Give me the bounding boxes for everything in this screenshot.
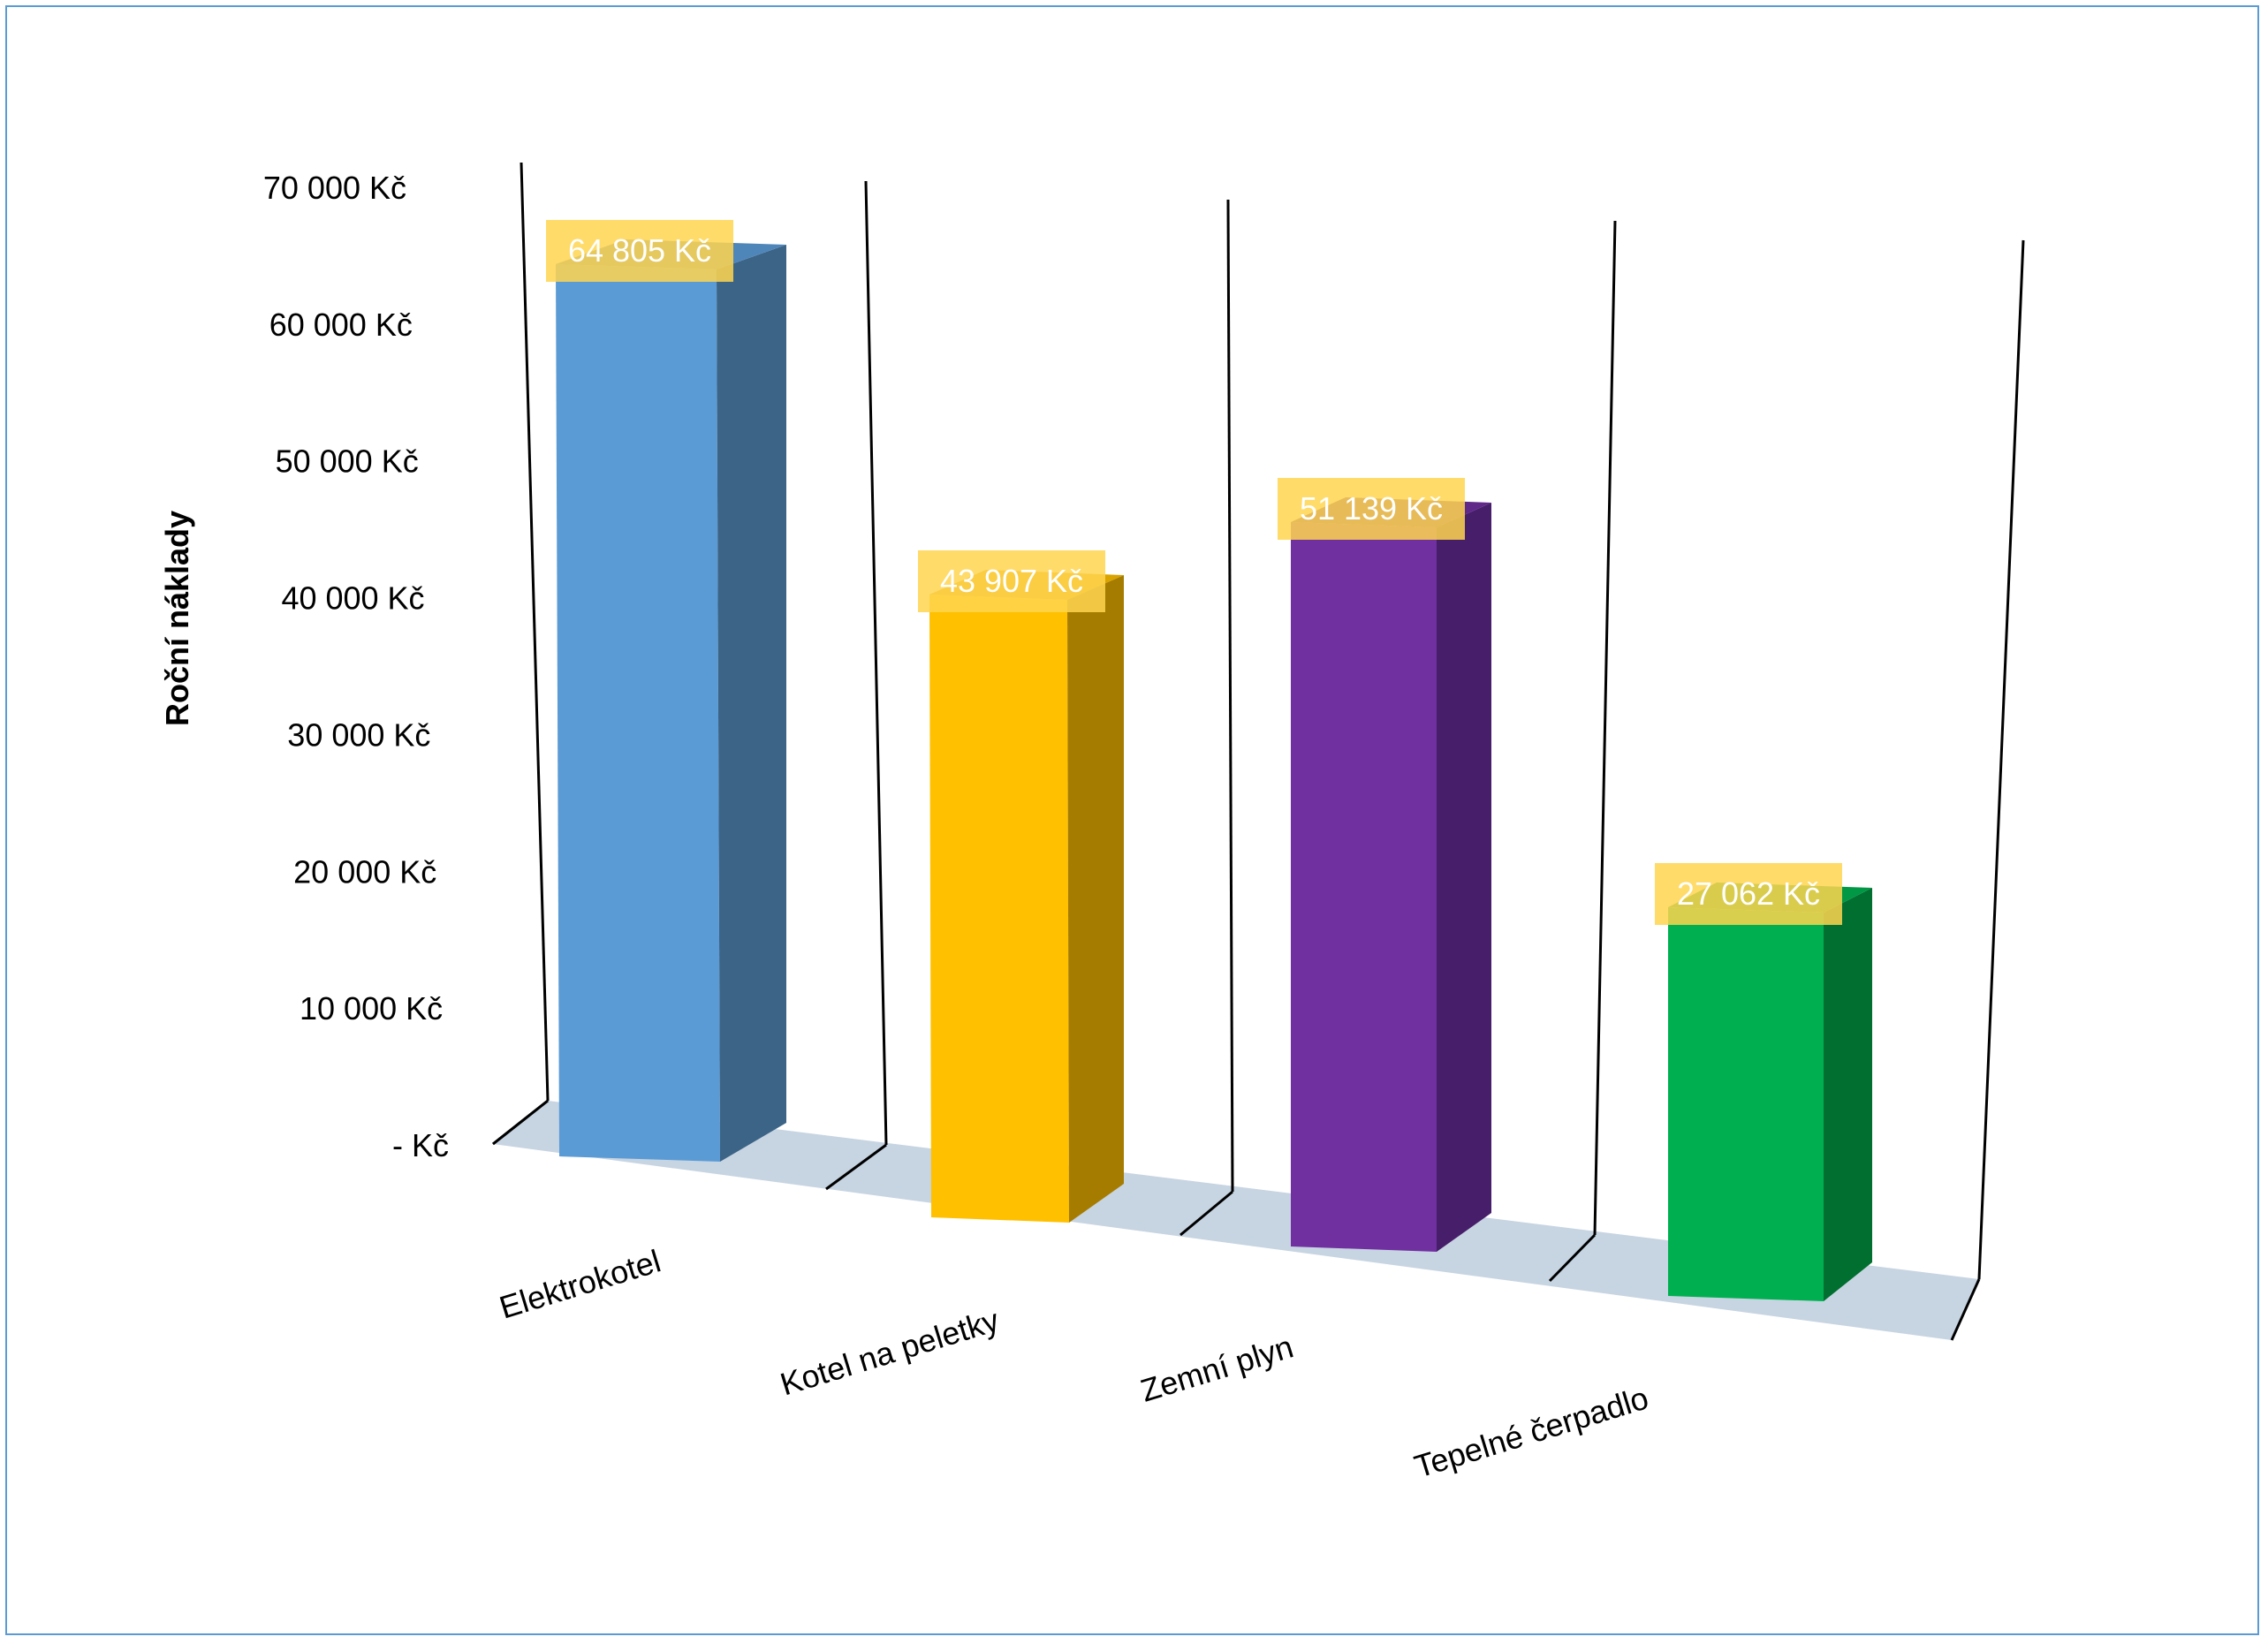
y-tick-label: 50 000 Kč [276, 443, 419, 480]
y-axis-label: Roční náklady [159, 511, 195, 726]
bar-side [1437, 503, 1491, 1252]
divider-vertical-line [1595, 221, 1615, 1235]
bar-side [1824, 888, 1872, 1301]
data-label: 51 139 Kč [1278, 478, 1465, 540]
bars [556, 239, 1872, 1301]
bar-front [1291, 522, 1437, 1252]
divider-vertical-line [521, 163, 548, 1101]
y-tick-label: 10 000 Kč [300, 990, 443, 1027]
y-axis-ticks: - Kč 10 000 Kč 20 000 Kč 30 000 Kč 40 000 Kč… [263, 170, 449, 1163]
divider-vertical-line [1228, 200, 1233, 1192]
bar-front [1668, 907, 1824, 1301]
divider-vertical-line [866, 181, 886, 1145]
x-tick-label: Tepelné čerpadlo [1410, 1379, 1652, 1484]
y-tick-label: - Kč [392, 1127, 449, 1163]
data-label: 64 805 Kč [546, 220, 733, 282]
bar-front [556, 264, 720, 1162]
bar-front [929, 595, 1069, 1223]
y-tick-label: 30 000 Kč [287, 716, 430, 753]
data-label-text: 51 139 Kč [1300, 490, 1443, 527]
x-tick-label: Kotel na peletky [776, 1301, 1003, 1402]
y-tick-label: 70 000 Kč [263, 170, 406, 206]
data-label-text: 27 062 Kč [1677, 875, 1820, 912]
x-axis-ticks: Elektrokotel Kotel na peletky Zemní plyn Te… [495, 1242, 1652, 1484]
data-label-text: 64 805 Kč [568, 232, 711, 269]
y-tick-label: 60 000 Kč [269, 307, 413, 343]
bar-side [1067, 575, 1124, 1223]
bar-side [717, 245, 786, 1162]
y-tick-label: 20 000 Kč [293, 853, 436, 890]
data-label: 27 062 Kč [1655, 863, 1842, 925]
x-tick-label: Elektrokotel [495, 1242, 664, 1325]
x-tick-label: Zemní plyn [1136, 1328, 1297, 1408]
data-label-text: 43 907 Kč [940, 563, 1083, 599]
y-tick-label: 40 000 Kč [281, 580, 424, 617]
data-label: 43 907 Kč [918, 550, 1105, 612]
divider-vertical-line [1979, 240, 2023, 1279]
